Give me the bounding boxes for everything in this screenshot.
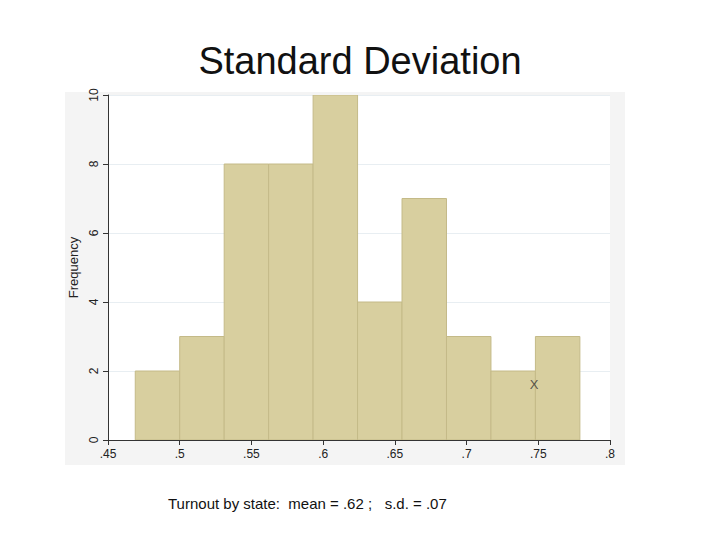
svg-text:.6: .6 — [318, 447, 328, 461]
svg-text:.75: .75 — [530, 447, 547, 461]
svg-text:.8: .8 — [605, 447, 615, 461]
svg-text:.7: .7 — [462, 447, 472, 461]
svg-text:6: 6 — [87, 229, 101, 236]
svg-text:10: 10 — [87, 88, 101, 102]
svg-text:.45: .45 — [100, 447, 117, 461]
svg-text:4: 4 — [87, 298, 101, 305]
svg-text:2: 2 — [87, 367, 101, 374]
svg-text:.55: .55 — [243, 447, 260, 461]
svg-text:Standard Deviation: Standard Deviation — [198, 40, 521, 82]
svg-text:0: 0 — [87, 436, 101, 443]
svg-text:.5: .5 — [175, 447, 185, 461]
svg-text:Frequency: Frequency — [66, 236, 81, 298]
svg-text:8: 8 — [87, 160, 101, 167]
svg-text:X: X — [530, 377, 539, 392]
svg-text:Turnout by state: mean = .62: Turnout by state: mean = .62 ; s.d. = .0… — [168, 495, 447, 512]
svg-text:.65: .65 — [387, 447, 404, 461]
